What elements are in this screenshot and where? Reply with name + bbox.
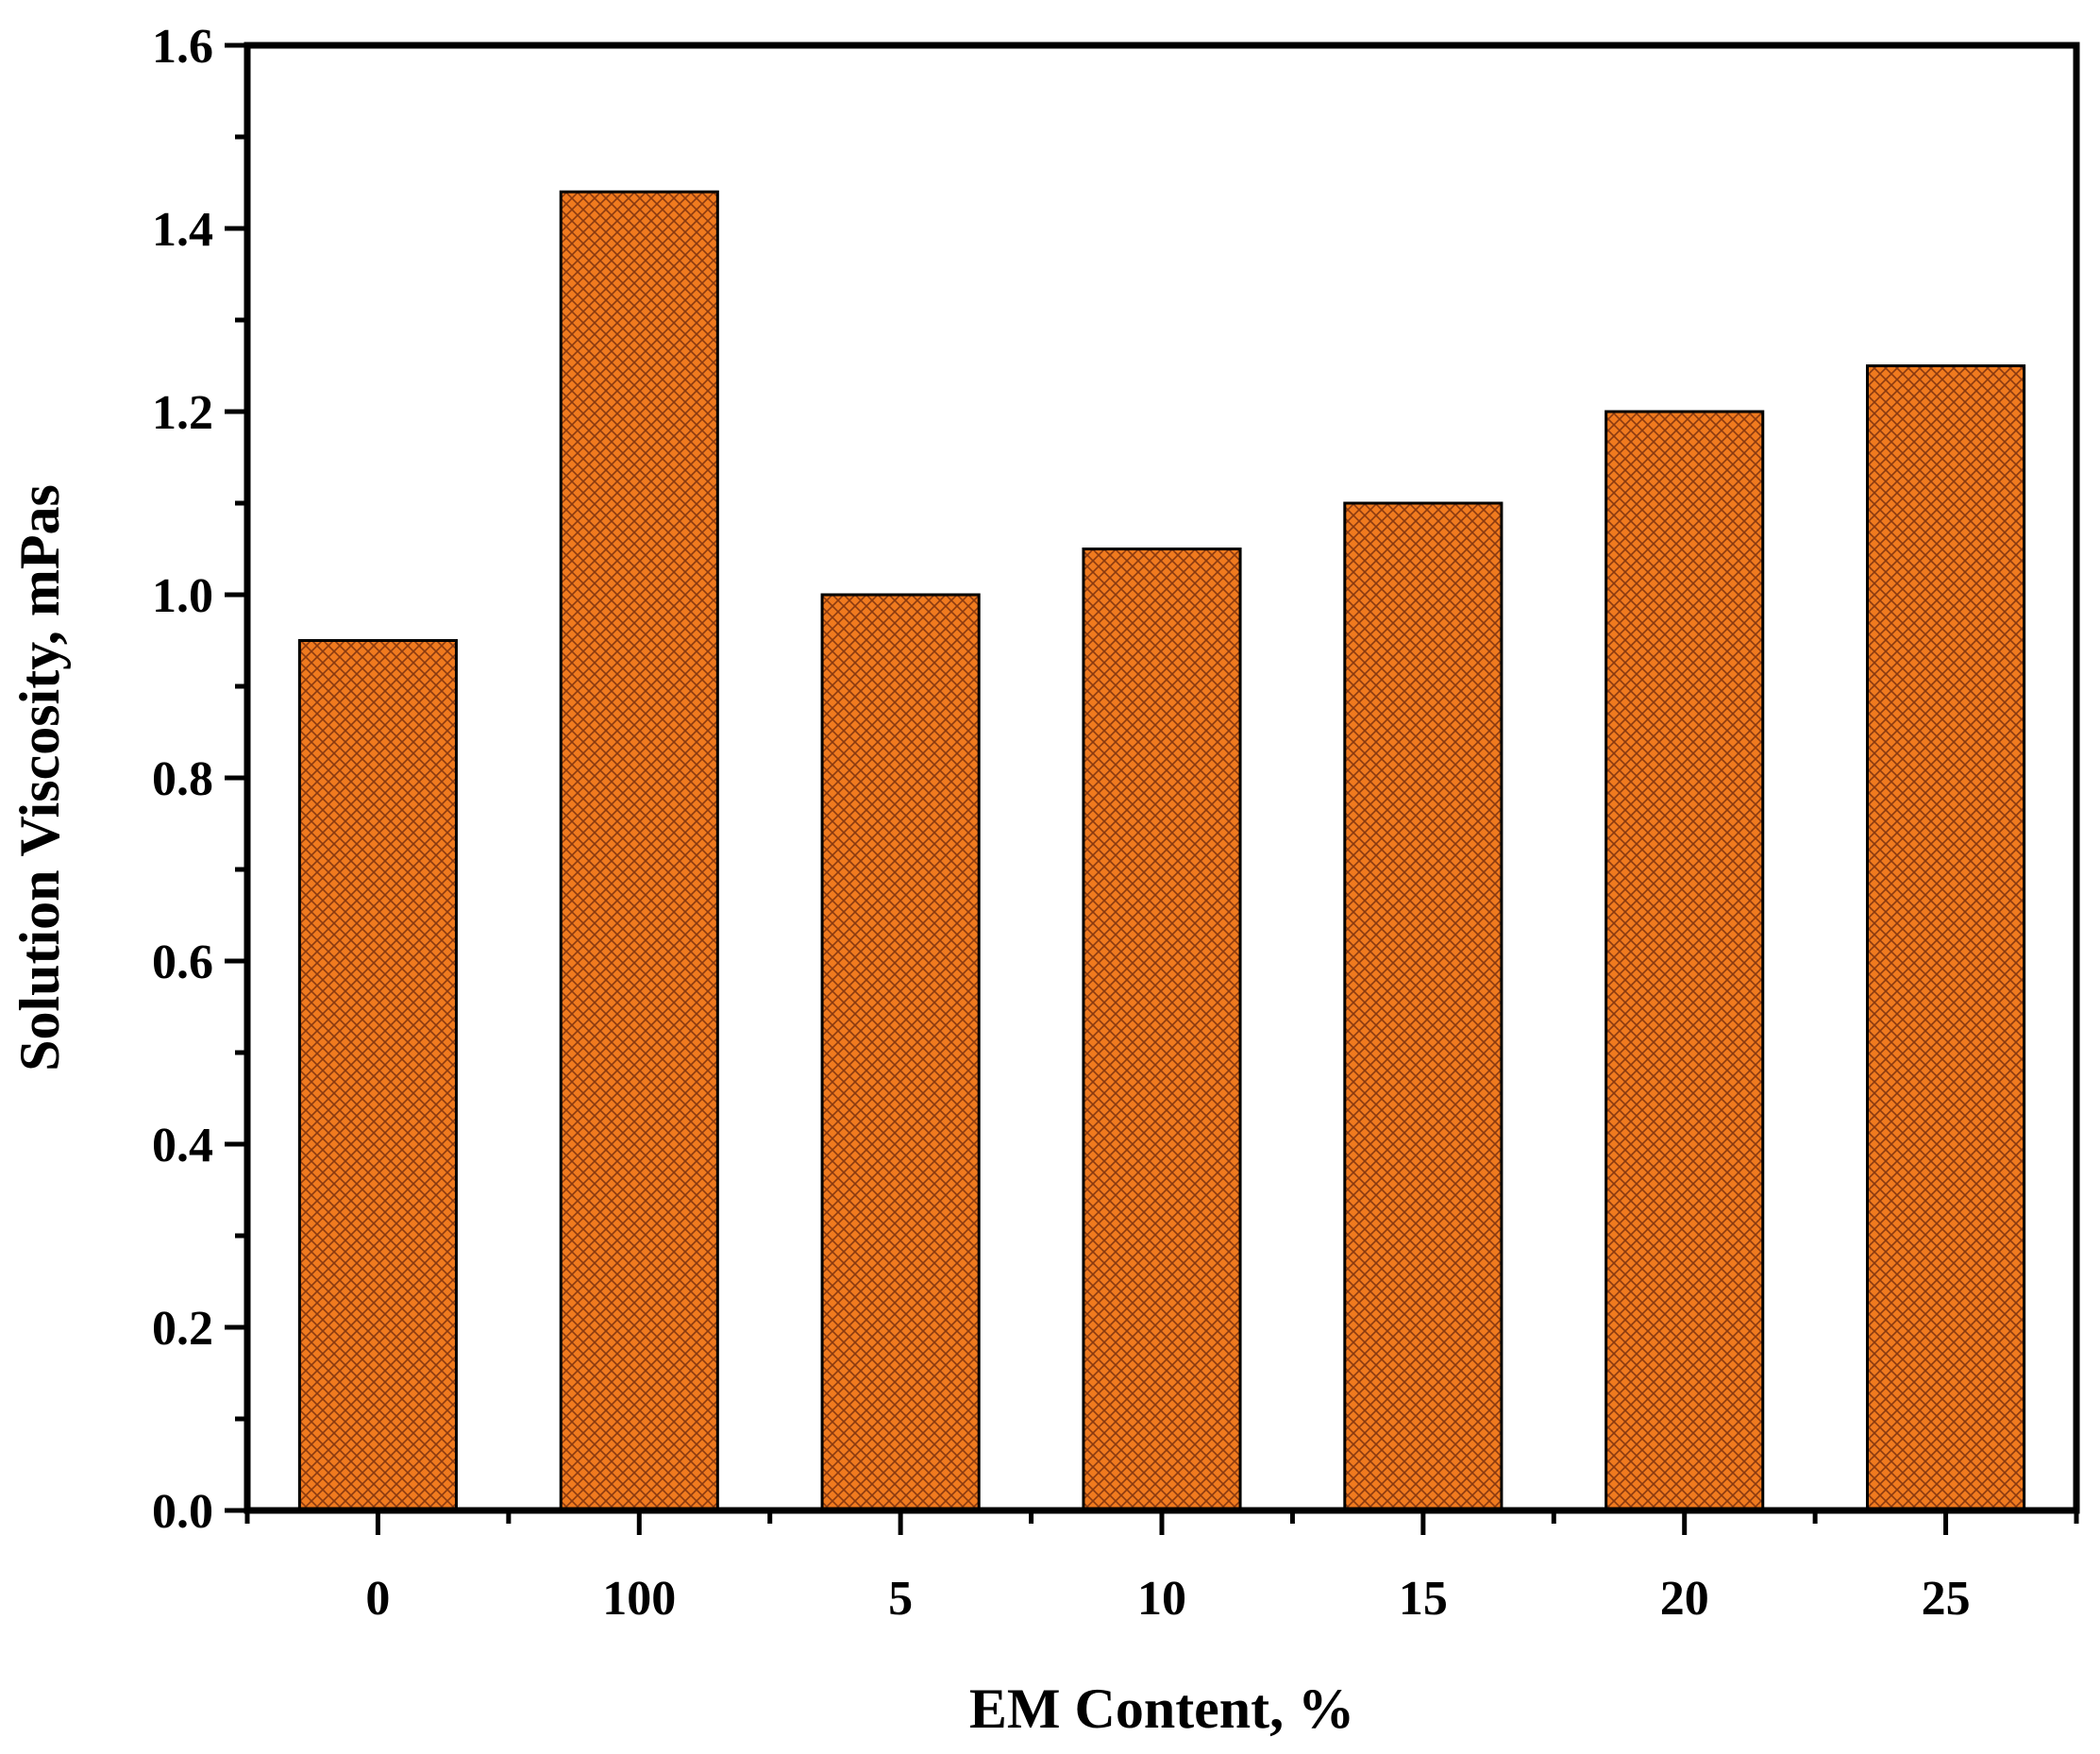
bar-0 bbox=[297, 639, 458, 1512]
x-tick-label: 100 bbox=[602, 1572, 676, 1626]
x-tick-label: 15 bbox=[1399, 1572, 1448, 1626]
plot-frame bbox=[244, 42, 2080, 1514]
y-tick-label: 1.4 bbox=[152, 203, 213, 257]
y-tick-label: 0.2 bbox=[152, 1302, 213, 1356]
y-tick-label: 0.6 bbox=[152, 936, 213, 989]
x-tick-label: 25 bbox=[1922, 1572, 1971, 1626]
x-tick-label: 0 bbox=[365, 1572, 390, 1626]
x-axis: 0 100 5 10 15 20 25 bbox=[244, 1510, 2079, 1626]
y-tick-label: 0.0 bbox=[152, 1485, 213, 1539]
y-tick-label: 1.6 bbox=[152, 20, 213, 74]
y-axis-title: Solution Viscosity, mPas bbox=[8, 484, 71, 1071]
bars-group bbox=[297, 190, 2026, 1512]
y-tick-label: 1.2 bbox=[152, 386, 213, 440]
bar-20 bbox=[1604, 410, 1765, 1512]
bar-15 bbox=[1343, 501, 1504, 1512]
bar-5 bbox=[820, 593, 981, 1512]
bar-100 bbox=[559, 190, 719, 1512]
x-tick-label: 10 bbox=[1137, 1572, 1186, 1626]
bar-25 bbox=[1866, 364, 2026, 1512]
y-tick-label: 1.0 bbox=[152, 569, 213, 623]
x-tick-label: 5 bbox=[888, 1572, 913, 1626]
y-axis: 0.0 0.2 0.4 0.6 0.8 1.0 1.2 1.4 1.6 bbox=[152, 20, 247, 1539]
y-tick-label: 0.4 bbox=[152, 1119, 213, 1172]
y-tick-label: 0.8 bbox=[152, 752, 213, 806]
x-tick-label: 20 bbox=[1660, 1572, 1709, 1626]
x-axis-title: EM Content, % bbox=[969, 1678, 1354, 1740]
bar-10 bbox=[1082, 548, 1242, 1512]
